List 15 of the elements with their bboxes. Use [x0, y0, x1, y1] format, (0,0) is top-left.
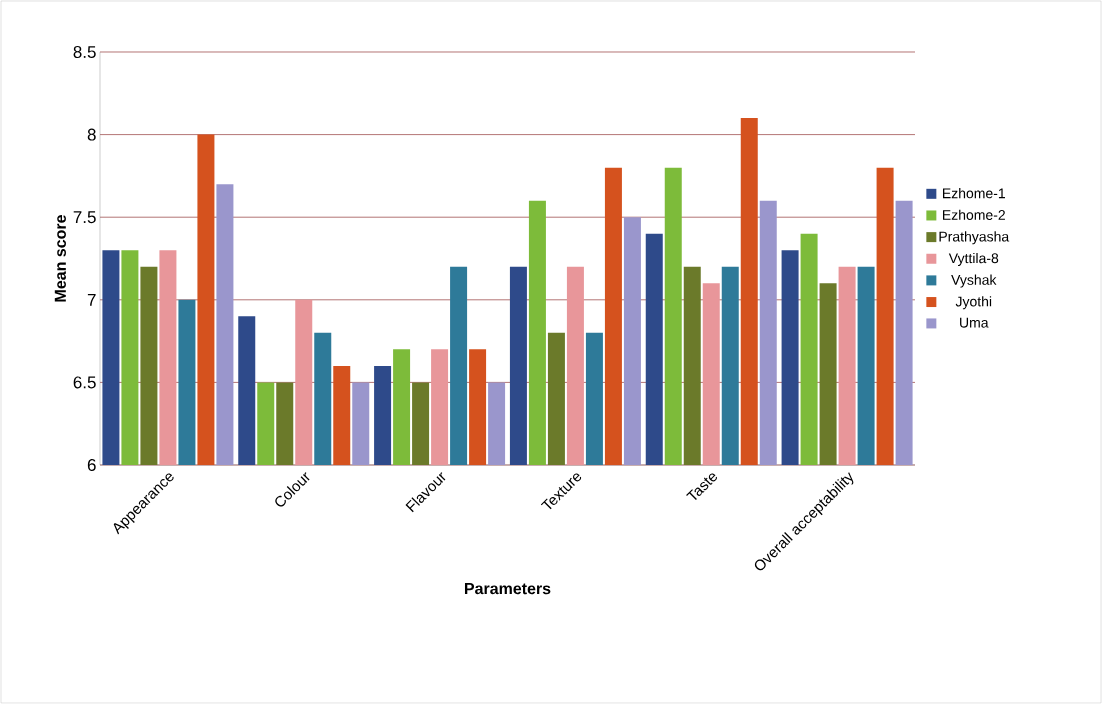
y-tick-label: 8.5 — [73, 45, 96, 59]
legend-label: Vyttila-8 — [948, 252, 999, 266]
y-tick-label: 7 — [87, 293, 96, 306]
y-tick-label: 7.5 — [73, 211, 96, 224]
x-axis-title: Parameters — [464, 583, 551, 595]
y-tick-label: 6.5 — [73, 376, 96, 389]
y-axis-title: Mean score — [54, 215, 66, 302]
legend-label: Ezhome-2 — [943, 209, 1005, 220]
legend-label: Uma — [960, 317, 989, 328]
legend-label: Ezhome-1 — [943, 188, 1005, 199]
legend-label: Vyshak — [951, 274, 997, 288]
legend-label: Jyothi — [955, 296, 992, 310]
legend-label: Prathyasha — [939, 231, 1010, 245]
y-tick-label: 6 — [87, 458, 96, 472]
y-tick-label: 8 — [87, 128, 96, 141]
